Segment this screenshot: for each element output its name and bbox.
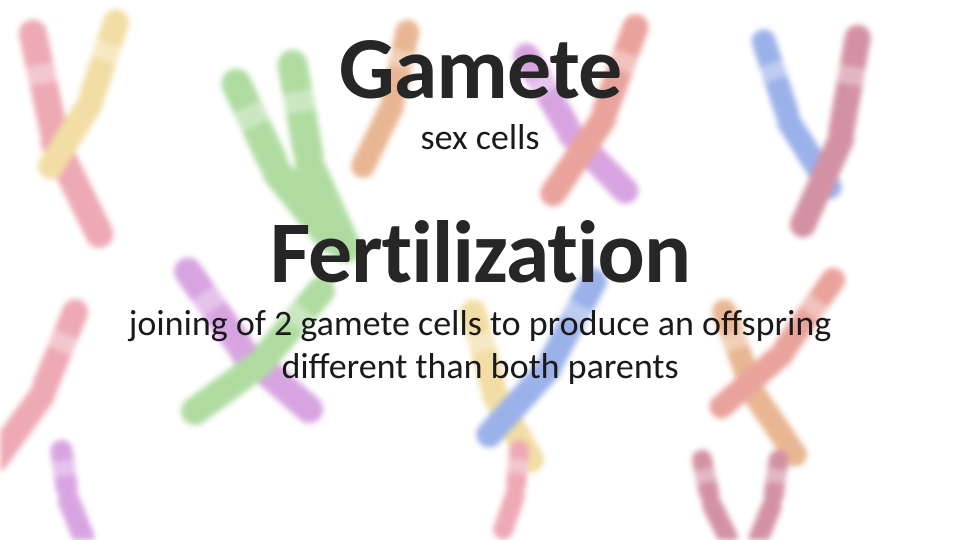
subtitle-gamete: sex cells (421, 116, 540, 159)
heading-fertilization: Fertilization (270, 206, 690, 298)
slide-content: Gamete sex cells Fertilization joining o… (0, 0, 960, 540)
subtitle-fertilization: joining of 2 gamete cells to produce an … (90, 302, 870, 388)
heading-gamete: Gamete (339, 22, 622, 114)
